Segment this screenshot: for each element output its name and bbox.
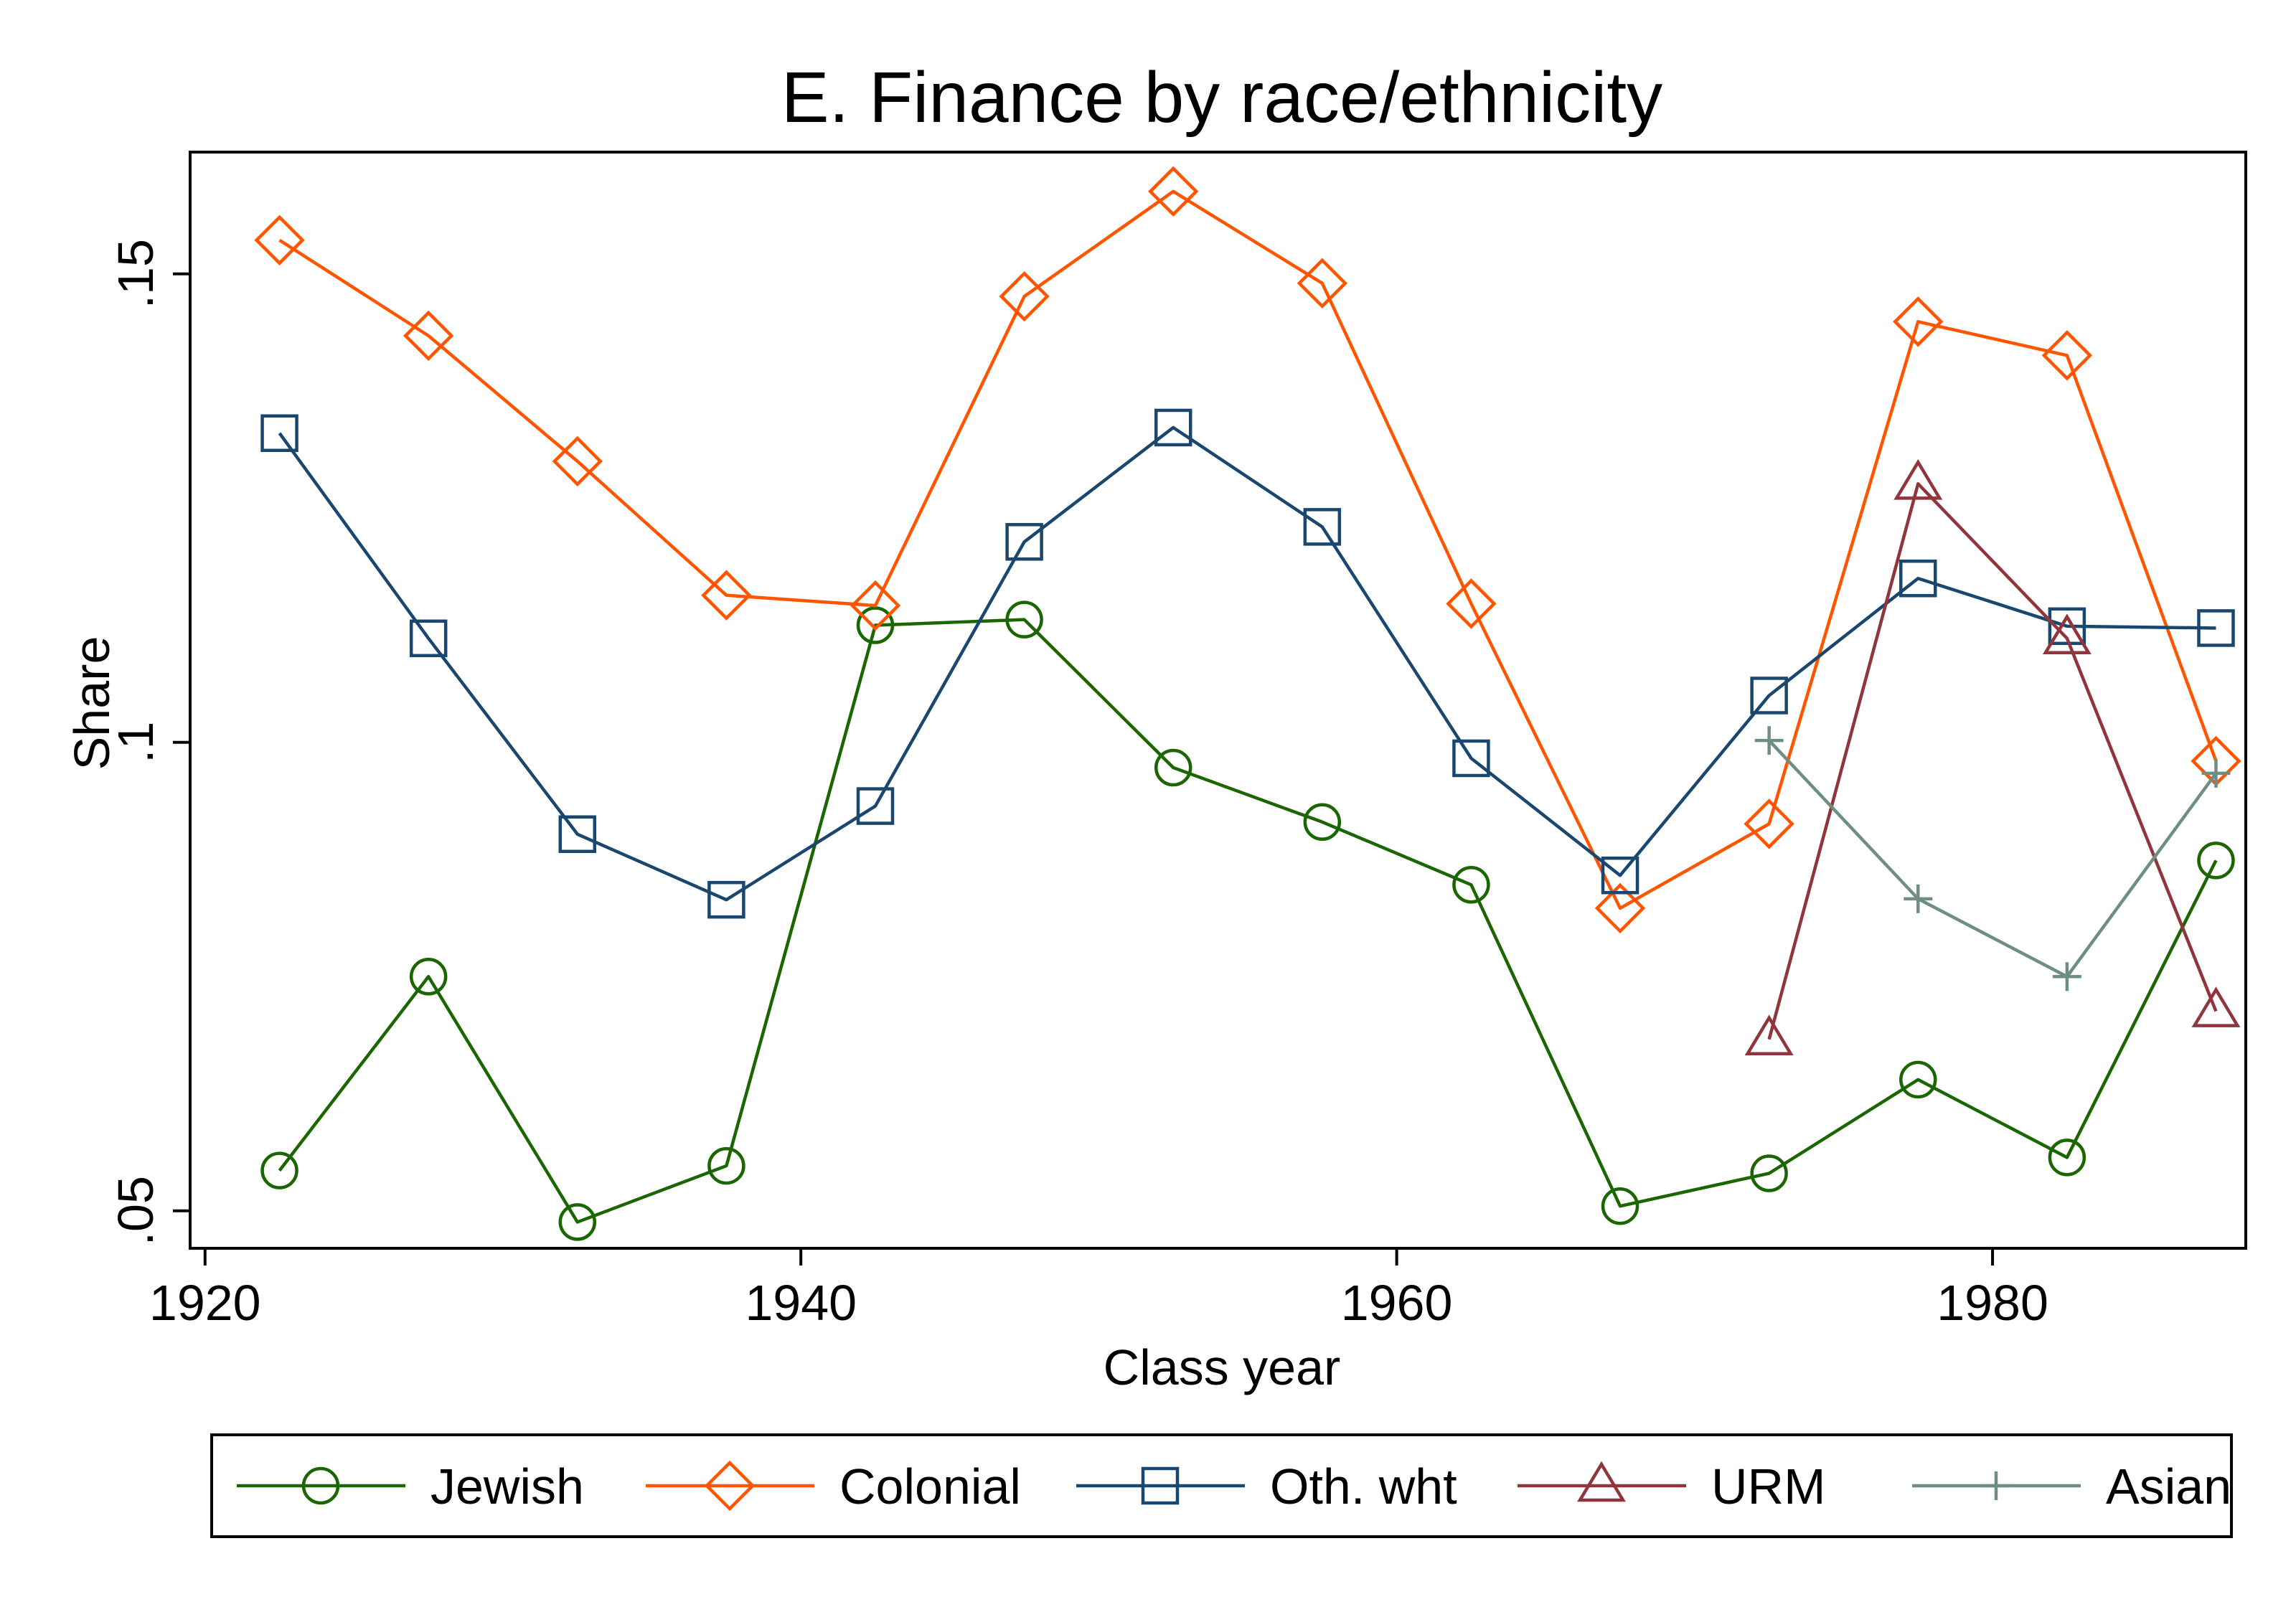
data-point-asian	[1754, 726, 1784, 755]
data-point-urm	[2191, 986, 2241, 1027]
data-point-asian	[2052, 962, 2081, 991]
legend-item-oth-wht: Oth. wht	[1076, 1458, 1457, 1514]
data-point-oth-wht	[1601, 856, 1639, 895]
data-point-colonial	[701, 570, 752, 621]
data-point-jewish	[707, 1146, 745, 1185]
data-point-jewish	[856, 606, 895, 644]
legend-marker	[1141, 1466, 1180, 1505]
series-jewish	[260, 600, 2235, 1241]
data-point-colonial	[1148, 166, 1199, 217]
data-point-colonial	[1893, 296, 1944, 347]
data-point-urm	[1744, 1014, 1794, 1056]
x-tick-label: 1940	[745, 1275, 857, 1331]
plot-frame	[189, 151, 2247, 1250]
data-point-oth-wht	[1303, 508, 1342, 546]
data-point-oth-wht	[1452, 739, 1490, 778]
legend-marker	[1982, 1471, 2010, 1500]
data-point-jewish	[409, 958, 448, 996]
legend-box	[210, 1433, 2233, 1538]
data-point-jewish	[2197, 842, 2235, 880]
data-point-jewish	[558, 1203, 597, 1241]
legend-item-colonial: Colonial	[646, 1458, 1021, 1514]
y-axis-label: Share	[64, 636, 120, 770]
data-point-colonial	[850, 580, 901, 631]
series-line-urm	[1767, 482, 2218, 1040]
x-tick-label: 1980	[1937, 1275, 2048, 1331]
data-point-jewish	[2048, 1139, 2086, 1177]
data-point-oth-wht	[1154, 408, 1192, 447]
data-point-colonial	[403, 310, 454, 362]
x-tick-label: 1960	[1341, 1275, 1453, 1331]
data-point-asian	[2201, 758, 2231, 788]
data-point-oth-wht	[260, 414, 298, 453]
legend-marker	[301, 1466, 340, 1505]
data-point-oth-wht	[1750, 677, 1788, 715]
legend-marker	[1577, 1461, 1626, 1502]
x-axis-label: Class year	[1104, 1339, 1341, 1395]
data-point-colonial	[254, 215, 305, 265]
data-point-oth-wht	[2048, 607, 2086, 646]
data-point-colonial	[2041, 330, 2093, 381]
legend-label: URM	[1711, 1458, 1825, 1514]
y-tick-label: .1	[108, 722, 164, 763]
data-point-jewish	[1303, 803, 1342, 842]
y-tick-label: .15	[108, 239, 164, 308]
data-point-oth-wht	[856, 787, 895, 825]
data-point-jewish	[1899, 1060, 1937, 1099]
plot-area	[254, 166, 2241, 1241]
legend-marker	[704, 1460, 756, 1512]
data-point-colonial	[1446, 578, 1497, 629]
data-point-oth-wht	[558, 815, 597, 854]
legend-item-asian: Asian	[1912, 1458, 2231, 1514]
data-point-colonial	[1594, 882, 1646, 934]
data-point-jewish	[1005, 600, 1043, 638]
legend-label: Asian	[2106, 1458, 2231, 1514]
data-point-jewish	[1750, 1154, 1788, 1192]
legend-item-jewish: Jewish	[237, 1458, 584, 1514]
data-point-jewish	[1154, 748, 1192, 787]
series-line-oth-wht	[278, 425, 2216, 902]
data-point-oth-wht	[707, 880, 745, 919]
data-point-colonial	[1297, 258, 1348, 309]
data-point-oth-wht	[409, 619, 448, 658]
axes: 1920 1940 1960 1980 .05 .1 .15	[108, 151, 2247, 1331]
data-point-urm	[2042, 613, 2092, 655]
data-point-oth-wht	[1005, 523, 1043, 561]
data-point-colonial	[999, 270, 1050, 322]
data-point-urm	[1893, 458, 1943, 500]
data-point-jewish	[1601, 1187, 1639, 1225]
data-point-jewish	[260, 1151, 298, 1189]
series-line-asian	[1768, 739, 2218, 979]
legend-label: Oth. wht	[1270, 1458, 1457, 1514]
series-line-colonial	[278, 189, 2218, 910]
series-line-jewish	[278, 618, 2218, 1224]
chart-title: E. Finance by race/ethnicity	[781, 57, 1662, 138]
data-point-colonial	[552, 435, 603, 487]
data-point-oth-wht	[2197, 609, 2235, 647]
legend-item-urm: URM	[1518, 1458, 1825, 1514]
series-oth-wht	[260, 408, 2235, 919]
legend: Jewish Colonial Oth. wht URM Asian	[210, 1433, 2233, 1538]
series-colonial	[254, 166, 2241, 934]
x-tick-label: 1920	[149, 1275, 261, 1331]
data-point-oth-wht	[1899, 559, 1937, 598]
data-point-jewish	[1452, 866, 1490, 904]
data-point-colonial	[1744, 798, 1794, 849]
series-asian	[1754, 726, 2231, 991]
data-point-asian	[1904, 884, 1933, 913]
legend-label: Colonial	[839, 1458, 1021, 1514]
y-tick-label: .05	[108, 1176, 164, 1245]
series-urm	[1744, 458, 2241, 1056]
legend-label: Jewish	[430, 1458, 584, 1514]
